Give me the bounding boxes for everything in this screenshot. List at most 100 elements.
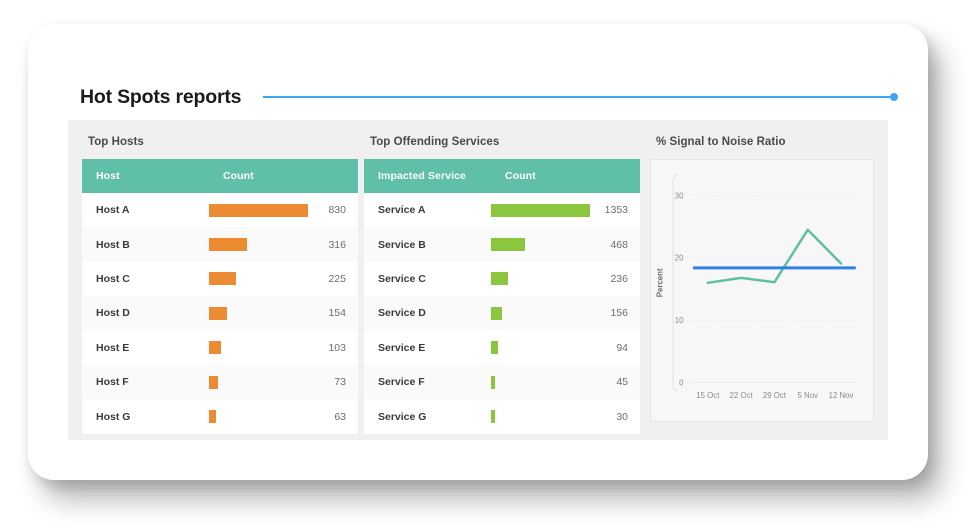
row-count: 468 <box>610 238 628 251</box>
row-label: Service F <box>378 376 425 389</box>
column-header-host: Host <box>82 159 209 193</box>
row-bar-cell <box>490 227 590 261</box>
row-count: 73 <box>334 376 346 389</box>
row-bar-cell <box>490 365 590 399</box>
row-bar <box>490 238 526 252</box>
row-count: 154 <box>328 307 346 320</box>
row-bar <box>490 203 591 217</box>
row-count: 1353 <box>604 204 628 217</box>
row-bar-cell <box>208 227 308 261</box>
row-bar-cell <box>208 399 308 433</box>
panel-top-hosts: Top Hosts Host Count Host A 830 Host B 316 H… <box>82 134 358 434</box>
table-top-hosts: Host Count Host A 830 Host B 316 Host C 225 Ho… <box>82 159 358 434</box>
chart-x-tick-label: 12 Nov <box>829 391 854 400</box>
row-bar <box>208 410 217 424</box>
row-bar-cell <box>208 262 308 296</box>
table-row: Host F 73 <box>82 364 358 400</box>
row-bar <box>208 375 218 389</box>
row-bar <box>208 306 228 320</box>
row-label: Host B <box>96 238 130 251</box>
row-label: Service G <box>378 410 427 423</box>
chart-x-tick-label: 29 Oct <box>763 391 787 400</box>
row-bar-cell <box>208 296 308 330</box>
signal-to-noise-line-chart: 0 10 20 30 Percent 15 Oct 22 Oct 29 Oct 5 Nov 12 … <box>655 174 858 400</box>
row-bar-cell <box>208 331 308 365</box>
row-label: Service B <box>378 238 426 251</box>
table-row: Service G 30 <box>364 399 640 434</box>
table-header-row: Host Count <box>82 159 358 193</box>
row-label: Service A <box>378 204 426 217</box>
row-count: 63 <box>334 410 346 423</box>
title-rule-line <box>263 96 891 98</box>
table-row: Host A 830 <box>82 193 358 228</box>
panel-signal-to-noise: % Signal to Noise Ratio 0 10 20 30 Percent 15… <box>650 134 874 422</box>
row-bar-cell <box>490 296 590 330</box>
chart-x-tick-label: 5 Nov <box>798 391 819 400</box>
row-label: Host D <box>96 307 130 320</box>
chart-y-tick-label: 10 <box>675 316 684 325</box>
table-row: Host B 316 <box>82 227 358 262</box>
table-header-row: Impacted Service Count <box>364 159 640 193</box>
row-label: Host A <box>96 204 130 217</box>
row-count: 30 <box>616 410 628 423</box>
chart-y-tick-label: 0 <box>679 378 684 387</box>
column-header-count: Count <box>490 159 640 193</box>
chart-container: 0 10 20 30 Percent 15 Oct 22 Oct 29 Oct 5 Nov 12 … <box>650 159 874 422</box>
table-row: Host C 225 <box>82 261 358 297</box>
section-title-top-offending-services: Top Offending Services <box>370 136 500 148</box>
row-label: Host G <box>96 410 131 423</box>
row-count: 225 <box>328 272 346 285</box>
chart-x-tick-label: 22 Oct <box>730 391 754 400</box>
row-count: 103 <box>328 341 346 354</box>
chart-y-axis-title: Percent <box>655 268 664 297</box>
row-bar-cell <box>490 399 590 433</box>
page-title: Hot Spots reports <box>80 85 242 108</box>
table-row: Host G 63 <box>82 399 358 434</box>
row-bar-cell <box>490 193 591 227</box>
table-row: Service E 94 <box>364 330 640 365</box>
row-label: Service C <box>378 272 426 285</box>
section-title-top-hosts: Top Hosts <box>88 136 144 148</box>
chart-series-line <box>706 228 843 285</box>
section-title-signal-to-noise: % Signal to Noise Ratio <box>656 136 786 148</box>
table-row: Host D 154 <box>82 296 358 331</box>
row-count: 236 <box>610 272 628 285</box>
row-count: 45 <box>616 376 628 389</box>
title-divider <box>263 91 898 103</box>
table-row: Service C 236 <box>364 261 640 297</box>
row-bar <box>208 272 236 286</box>
chart-y-tick-label: 30 <box>675 191 684 200</box>
column-header-impacted-service: Impacted Service <box>364 159 491 193</box>
reports-content-panel: Top Hosts Host Count Host A 830 Host B 316 H… <box>68 120 888 440</box>
row-bar <box>208 203 309 217</box>
row-count: 830 <box>328 204 346 217</box>
row-bar-cell <box>490 262 590 296</box>
row-label: Host E <box>96 341 130 354</box>
row-label: Host C <box>96 272 130 285</box>
row-count: 94 <box>616 341 628 354</box>
table-row: Host E 103 <box>82 330 358 365</box>
row-bar-cell <box>208 193 309 227</box>
row-bar-cell <box>208 365 308 399</box>
row-count: 316 <box>328 238 346 251</box>
chart-y-tick-label: 20 <box>675 254 684 263</box>
row-bar <box>490 410 496 424</box>
table-row: Service A 1353 <box>364 193 640 228</box>
table-row: Service F 45 <box>364 364 640 400</box>
column-header-count: Count <box>208 159 358 193</box>
row-bar <box>490 306 503 320</box>
chart-axis-bracket <box>672 174 678 391</box>
table-top-offending-services: Impacted Service Count Service A 1353 Serv… <box>364 159 640 434</box>
table-row: Service B 468 <box>364 227 640 262</box>
row-count: 156 <box>610 307 628 320</box>
report-header: Hot Spots reports <box>80 80 898 114</box>
row-bar <box>490 375 496 389</box>
row-bar-cell <box>490 331 590 365</box>
row-label: Service E <box>378 341 426 354</box>
row-bar <box>208 341 222 355</box>
report-card: Hot Spots reports Top Hosts Host Count <box>28 24 928 480</box>
panel-top-offending-services: Top Offending Services Impacted Service … <box>364 134 640 434</box>
row-label: Host F <box>96 376 129 389</box>
chart-x-tick-label: 15 Oct <box>696 391 720 400</box>
